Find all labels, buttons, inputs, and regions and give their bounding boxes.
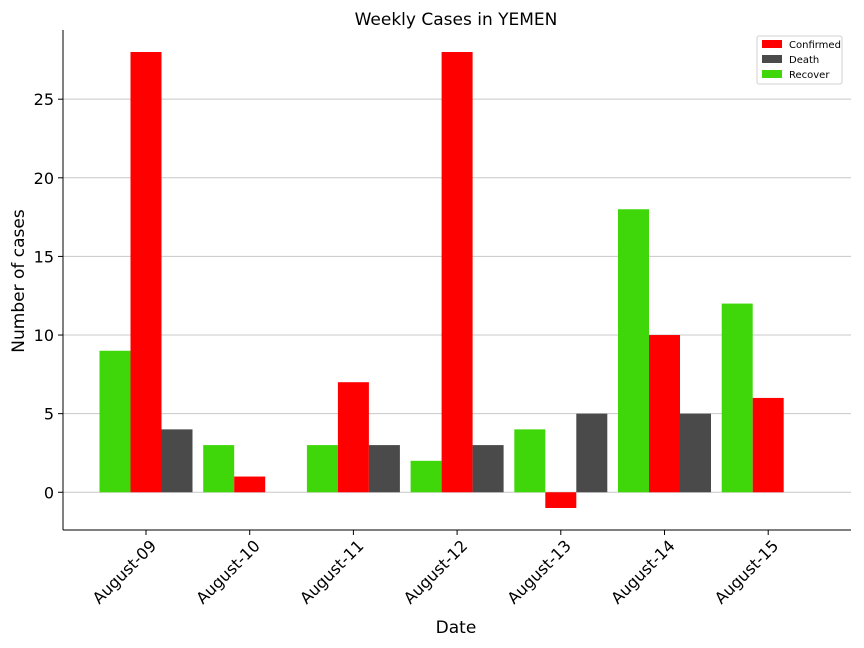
chart-title: Weekly Cases in YEMEN [355, 10, 558, 30]
y-tick-label: 15 [34, 247, 54, 266]
bar-confirmed [130, 52, 162, 493]
y-tick-label: 5 [44, 405, 54, 424]
legend-label-confirmed: Confirmed [789, 40, 841, 51]
bar-death [576, 413, 608, 493]
bar-death [472, 445, 504, 493]
y-tick-label: 0 [44, 483, 54, 502]
y-axis-label: Number of cases [9, 209, 29, 353]
x-tick-label: August-15 [711, 536, 783, 608]
legend-swatch-recover [762, 70, 782, 78]
x-tick-label: August-13 [503, 536, 575, 608]
bar-recover [410, 460, 442, 493]
bar-confirmed [752, 397, 784, 493]
legend: Confirmed Death Recover [756, 35, 843, 85]
bar-recover [203, 445, 235, 493]
bar-confirmed [337, 382, 369, 493]
bar-confirmed [545, 492, 577, 508]
legend-label-death: Death [789, 55, 819, 66]
x-ticks: August-09 August-10 August-11 August-12 Augu… [89, 530, 783, 608]
x-axis-label: Date [436, 618, 477, 638]
bars [99, 52, 784, 508]
y-tick-label: 25 [34, 90, 54, 109]
y-ticks: 0 5 10 15 20 25 [34, 90, 63, 502]
bar-confirmed [234, 476, 266, 493]
bar-recover [721, 303, 753, 493]
x-tick-label: August-14 [607, 536, 679, 608]
bar-confirmed [649, 335, 680, 493]
bar-recover [306, 445, 338, 493]
bar-confirmed [441, 52, 473, 493]
bar-recover [514, 429, 546, 493]
bar-death [680, 413, 711, 493]
y-tick-label: 10 [34, 326, 54, 345]
x-tick-label: August-12 [400, 536, 472, 608]
bar-death [368, 445, 400, 493]
legend-swatch-death [762, 55, 782, 63]
legend-label-recover: Recover [789, 70, 830, 81]
y-tick-label: 20 [34, 169, 54, 188]
bar-recover [99, 350, 131, 493]
legend-swatch-confirmed [762, 40, 782, 48]
bar-recover [618, 209, 649, 493]
x-tick-label: August-10 [192, 536, 264, 608]
bar-death [161, 429, 193, 493]
x-tick-label: August-11 [296, 536, 368, 608]
x-tick-label: August-09 [89, 536, 161, 608]
